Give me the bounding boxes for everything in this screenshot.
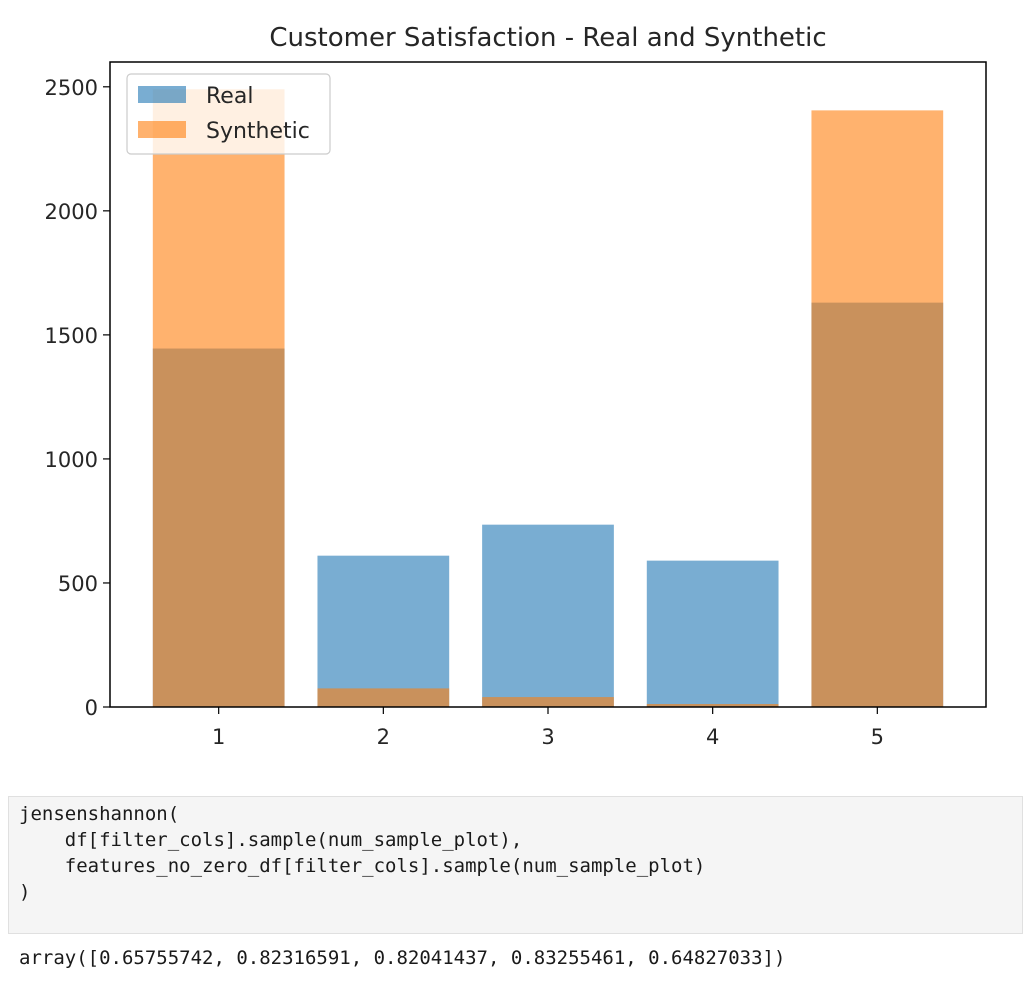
y-tick-label: 2500 — [45, 76, 98, 100]
x-tick-label: 2 — [377, 725, 390, 749]
legend-label-synthetic: Synthetic — [206, 119, 310, 144]
bar-real-3 — [482, 524, 614, 707]
x-tick-label: 5 — [871, 725, 884, 749]
axes-layer: 0 500 1000 1500 2000 2500 1 2 3 4 5 — [45, 76, 884, 749]
cell-output: array([0.65755742, 0.82316591, 0.8204143… — [19, 947, 786, 969]
chart-area: Customer Satisfaction - Real and Synthet… — [45, 23, 987, 749]
bar-synthetic-2 — [317, 688, 450, 707]
chart-title: Customer Satisfaction - Real and Synthet… — [269, 23, 826, 53]
code-line: df[filter_cols].sample(num_sample_plot), — [19, 829, 523, 851]
code-line: features_no_zero_df[filter_cols].sample(… — [19, 855, 706, 877]
bar-real-2 — [317, 555, 450, 707]
x-tick-label: 1 — [212, 725, 225, 749]
x-tick-label: 4 — [706, 725, 719, 749]
y-tick-label: 2000 — [45, 200, 98, 224]
bar-synthetic-4 — [646, 704, 779, 707]
bar-synthetic-3 — [482, 697, 614, 707]
y-tick-label: 1000 — [45, 448, 98, 472]
bar-synthetic-5 — [811, 110, 944, 707]
legend-swatch-real — [138, 86, 186, 103]
y-tick-label: 500 — [58, 572, 98, 596]
bar-chart: Customer Satisfaction - Real and Synthet… — [45, 23, 987, 749]
y-tick-label: 0 — [85, 696, 98, 720]
code-line: ) — [19, 881, 31, 903]
legend-label-real: Real — [206, 84, 253, 109]
bar-synthetic-1 — [152, 89, 285, 708]
x-tick-label: 3 — [541, 725, 554, 749]
legend: Real Synthetic — [126, 73, 331, 155]
bar-real-4 — [646, 560, 779, 707]
y-tick-label: 1500 — [45, 324, 98, 348]
bars-layer — [152, 89, 944, 708]
code-line: jensenshannon( — [19, 803, 180, 825]
legend-swatch-synthetic — [138, 121, 186, 138]
code-cell[interactable]: jensenshannon( df[filter_cols].sample(nu… — [8, 796, 1023, 934]
